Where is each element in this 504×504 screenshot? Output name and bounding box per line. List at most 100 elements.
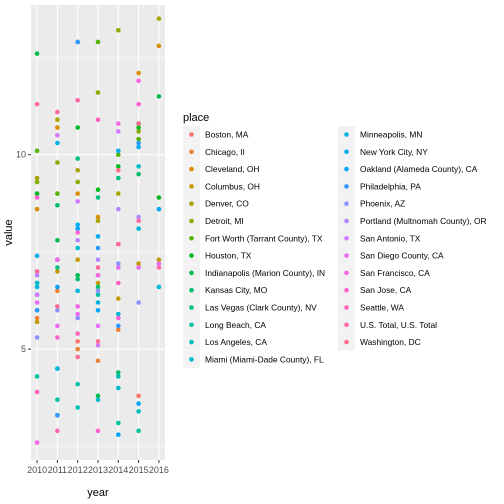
data-point xyxy=(95,307,101,313)
data-point xyxy=(95,342,101,348)
data-point xyxy=(55,323,60,329)
data-point xyxy=(95,187,101,193)
data-point xyxy=(116,370,121,375)
legend-key-point xyxy=(189,166,194,172)
data-point xyxy=(116,148,121,154)
data-point xyxy=(55,412,60,418)
data-point xyxy=(116,327,121,333)
legend-key-point xyxy=(189,184,194,189)
data-point xyxy=(136,129,141,134)
legend-label: Houston, TX xyxy=(205,251,252,261)
data-point xyxy=(75,230,80,235)
data-point xyxy=(55,109,60,115)
data-point xyxy=(34,253,40,259)
data-point xyxy=(95,339,101,344)
data-point xyxy=(116,311,121,317)
x-tick-label: 2013 xyxy=(88,465,108,475)
data-point xyxy=(116,129,121,134)
data-point xyxy=(55,335,60,340)
legend-key-point xyxy=(344,270,349,276)
data-point xyxy=(136,218,141,224)
data-point xyxy=(75,315,80,321)
data-point xyxy=(75,339,80,344)
data-point xyxy=(136,136,141,142)
data-point xyxy=(75,272,80,278)
legend-label: Minneapolis, MN xyxy=(360,130,422,140)
legend-key-point xyxy=(344,149,349,155)
data-point xyxy=(55,117,60,123)
legend-label: Seattle, WA xyxy=(360,303,404,313)
data-point xyxy=(116,420,121,426)
data-point xyxy=(95,428,101,434)
legend-label: Portland (Multnomah County), OR xyxy=(360,216,487,226)
legend-key-point xyxy=(189,305,194,310)
legend-key-point xyxy=(344,305,349,310)
data-point xyxy=(34,319,40,325)
data-point xyxy=(55,304,60,309)
data-point xyxy=(75,405,80,410)
data-point xyxy=(34,101,40,107)
x-tick-label: 2015 xyxy=(129,465,149,475)
data-point xyxy=(116,27,121,33)
data-point xyxy=(95,39,101,45)
data-point xyxy=(116,175,121,181)
data-point xyxy=(156,206,162,212)
data-point xyxy=(136,393,141,399)
data-point xyxy=(34,315,40,321)
data-point xyxy=(116,265,121,270)
data-point xyxy=(95,195,101,200)
x-axis: 2010 2011 2012 2013 2014 2015 2016 xyxy=(27,460,169,475)
data-point xyxy=(156,195,162,200)
data-point xyxy=(116,191,121,196)
legend-label: San Antonio, TX xyxy=(360,233,421,243)
data-point xyxy=(156,257,162,263)
data-point xyxy=(55,160,60,165)
legend: place Boston, MA Chicago, Il Cleveland, OH… xyxy=(183,112,487,368)
data-point xyxy=(95,358,101,364)
data-point xyxy=(55,265,60,270)
legend-label: Long Beach, CA xyxy=(205,320,266,330)
data-point xyxy=(95,323,101,329)
data-point xyxy=(136,78,141,84)
legend-label: San Francisco, CA xyxy=(360,268,430,278)
legend-key-point xyxy=(344,218,349,224)
data-point xyxy=(136,140,141,146)
data-point xyxy=(136,401,141,406)
data-point xyxy=(55,307,60,313)
data-point xyxy=(34,389,40,395)
data-point xyxy=(75,245,80,251)
data-point xyxy=(75,381,80,387)
data-point xyxy=(34,175,40,181)
data-point xyxy=(156,43,162,49)
legend-key-point xyxy=(344,132,349,137)
data-point xyxy=(95,280,101,286)
data-point xyxy=(34,195,40,200)
data-point xyxy=(95,218,101,224)
data-point xyxy=(95,300,101,305)
legend-label: Los Angeles, CA xyxy=(205,337,267,347)
data-point xyxy=(75,237,80,243)
data-point xyxy=(55,257,60,263)
data-point xyxy=(34,280,40,286)
data-point xyxy=(136,300,141,305)
data-point xyxy=(34,292,40,298)
data-point xyxy=(55,237,60,243)
x-tick-label: 2012 xyxy=(68,465,88,475)
x-axis-title: year xyxy=(87,487,109,499)
data-point xyxy=(136,214,141,220)
data-point xyxy=(136,70,141,76)
data-point xyxy=(34,51,40,56)
data-points xyxy=(34,16,162,445)
data-point xyxy=(55,366,60,371)
x-tick-label: 2014 xyxy=(108,465,128,475)
data-point xyxy=(75,191,80,196)
data-point xyxy=(156,261,162,266)
legend-label: Columbus, OH xyxy=(205,181,260,191)
data-point xyxy=(136,226,141,231)
data-point xyxy=(75,199,80,204)
legend-label: Boston, MA xyxy=(205,130,249,140)
data-point xyxy=(75,156,80,161)
legend-label: Phoenix, AZ xyxy=(360,199,405,209)
y-tick-label: 10 xyxy=(16,150,26,160)
data-point xyxy=(95,265,101,270)
